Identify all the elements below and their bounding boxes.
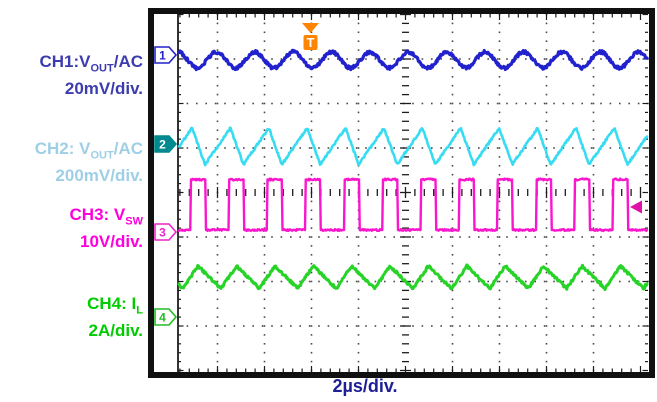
scope-screen: 1 2 3 4 T xyxy=(148,8,655,378)
ch1-label-line1: CH1:VOUT/AC xyxy=(39,52,143,75)
ch4-label: CH4: IL 2A/div. xyxy=(0,290,143,344)
ch1-marker-badge: 1 xyxy=(154,46,178,64)
ch3-label-scale: 10V/div. xyxy=(80,232,143,251)
svg-text:1: 1 xyxy=(159,49,166,63)
svg-text:3: 3 xyxy=(159,226,166,240)
svg-text:2: 2 xyxy=(159,138,166,152)
ch3-label: CH3: VSW 10V/div. xyxy=(0,201,143,255)
ch2-label-line1: CH2: VOUT/AC xyxy=(34,139,143,162)
ch1-label-scale: 20mV/div. xyxy=(64,79,143,98)
scope-graticule-svg: 1 2 3 4 T xyxy=(154,14,649,372)
trigger-position-icon: T xyxy=(302,23,319,50)
svg-text:4: 4 xyxy=(159,311,166,325)
ch4-label-line1: CH4: IL xyxy=(87,294,143,317)
svg-text:T: T xyxy=(307,35,315,50)
timebase-label: 2µs/div. xyxy=(332,376,398,396)
graticule-grid xyxy=(177,14,649,372)
ch1-label: CH1:VOUT/AC 20mV/div. xyxy=(0,48,143,102)
trace-ch1 xyxy=(177,48,649,72)
waveform-traces xyxy=(177,48,649,292)
trigger-level-arrow-icon xyxy=(630,200,642,214)
ch2-marker-badge: 2 xyxy=(154,135,178,153)
ch3-label-line1: CH3: VSW xyxy=(69,205,143,228)
ch3-marker-badge: 3 xyxy=(154,223,178,241)
trace-ch4 xyxy=(177,263,649,292)
trace-ch3 xyxy=(177,177,649,233)
trace-ch2 xyxy=(177,126,649,167)
ch4-label-scale: 2A/div. xyxy=(88,321,143,340)
channel-position-markers: 1 2 3 4 xyxy=(154,46,178,326)
ch4-marker-badge: 4 xyxy=(154,308,178,326)
ch2-label: CH2: VOUT/AC 200mV/div. xyxy=(0,135,143,189)
ch2-label-scale: 200mV/div. xyxy=(55,166,143,185)
